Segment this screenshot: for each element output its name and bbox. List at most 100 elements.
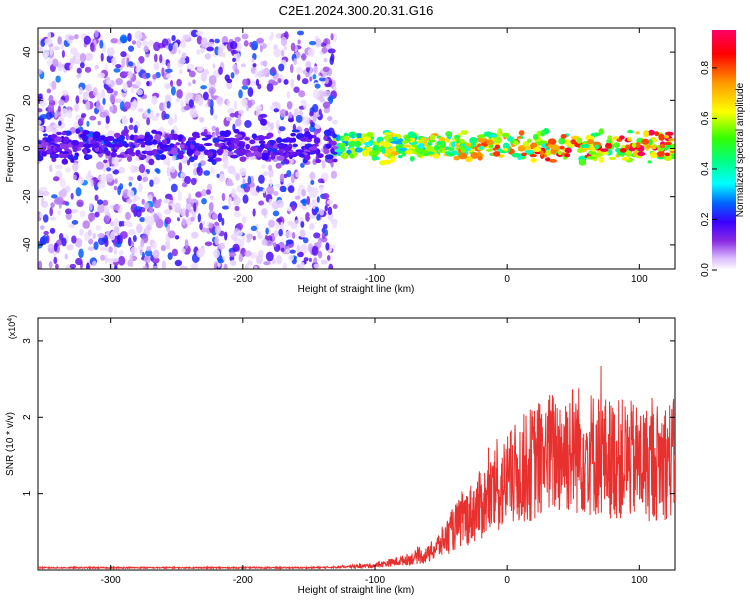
spectrogram-carrier-cell (233, 128, 240, 134)
spectrogram-noise-cell (267, 164, 273, 171)
spectrogram-noise-cell (268, 219, 275, 228)
spectrogram-ytick-label: 0 (22, 145, 33, 151)
spectrogram-noise-cell (291, 231, 296, 239)
spectrogram-noise-cell (256, 37, 264, 44)
spectrogram-noise-cell (108, 246, 113, 253)
spectrogram-noise-cell (100, 254, 106, 261)
spectrogram-noise-cell (171, 248, 178, 257)
spectrogram-carrier-cell (502, 147, 508, 152)
spectrogram-noise-cell (75, 95, 80, 104)
spectrogram-carrier-cell (364, 146, 373, 152)
spectrogram-noise-cell (175, 97, 180, 103)
spectrogram-carrier-cell (399, 147, 408, 152)
spectrogram-noise-cell (137, 108, 144, 113)
snr-axes: -300 -200 -100 0 100 1 2 3 (22, 318, 675, 586)
spectrogram-noise-cell (332, 119, 338, 125)
spectrogram-noise-cell (170, 86, 176, 96)
spectrogram-noise-cell (321, 159, 326, 169)
spectrogram-carrier-cell (485, 148, 493, 152)
spectrogram-noise-cell (310, 187, 317, 197)
spectrogram-carrier-cell (560, 133, 567, 139)
spectrogram-noise-cell (197, 213, 202, 223)
spectrogram-noise-cell (180, 38, 186, 49)
spectrogram-carrier-cell (587, 139, 595, 145)
snr-xtick-label: -100 (365, 575, 385, 586)
spectrogram-noise-cell (61, 237, 67, 247)
spectrogram-carrier-cell (390, 151, 399, 156)
spectrogram-noise-cell (179, 265, 188, 269)
snr-scale-label: (x104) (7, 315, 18, 339)
spectrogram-noise-cell (275, 162, 282, 169)
svg-text:(x104): (x104) (7, 315, 18, 339)
spectrogram-noise-cell (145, 53, 150, 58)
spectrogram-noise-cell (199, 222, 203, 231)
spectrogram-carrier-cell (398, 154, 403, 159)
spectrogram-noise-cell (104, 254, 108, 264)
spectrogram-heatmap (38, 29, 675, 269)
spectrogram-noise-cell (44, 38, 53, 46)
spectrogram-carrier-cell (347, 141, 357, 147)
snr-series-line (38, 365, 675, 570)
spectrogram-carrier-cell (38, 154, 44, 162)
spectrogram-carrier-cell (162, 147, 169, 152)
spectrogram-noise-cell (252, 63, 257, 68)
spectrogram-noise-cell (125, 211, 131, 221)
spectrogram-carrier-cell (548, 159, 558, 163)
spectrogram-carrier-cell (650, 145, 657, 150)
spectrogram-noise-cell (118, 250, 124, 256)
spectrogram-noise-cell (276, 218, 283, 223)
spectrogram-carrier-cell (197, 145, 206, 152)
spectrogram-noise-cell (161, 260, 166, 269)
spectrogram-carrier-cell (596, 152, 604, 157)
spectrogram-noise-cell (113, 68, 121, 73)
spectrogram-carrier-cell (190, 144, 195, 150)
spectrogram-noise-cell (179, 68, 183, 75)
spectrogram-noise-cell (165, 68, 173, 73)
spectrogram-noise-cell (262, 60, 268, 67)
spectrogram-noise-cell (320, 259, 328, 265)
spectrogram-noise-cell (232, 170, 237, 176)
spectrogram-noise-cell (316, 196, 320, 203)
spectrogram-noise-cell (47, 31, 52, 41)
spectrogram-noise-cell (166, 100, 171, 109)
spectrogram-noise-cell (152, 265, 158, 269)
spectrogram-carrier-cell (605, 142, 612, 146)
spectrogram-carrier-cell (229, 154, 239, 159)
spectrogram-carrier-cell (434, 144, 440, 151)
spectrogram-noise-cell (156, 168, 161, 174)
spectrogram-noise-cell (168, 117, 174, 126)
spectrogram-noise-cell (294, 195, 301, 200)
spectrogram-noise-cell (121, 57, 126, 68)
spectrogram-noise-cell (255, 255, 263, 265)
spectrogram-noise-cell (113, 225, 120, 235)
colorbar-tick-label: 0.0 (700, 263, 711, 277)
spectrogram-carrier-cell (179, 144, 185, 149)
spectrogram-noise-cell (229, 112, 236, 118)
spectrogram-noise-cell (322, 90, 331, 97)
spectrogram-noise-cell (144, 202, 150, 210)
spectrogram-noise-cell (297, 30, 305, 36)
spectrogram-noise-cell (100, 173, 108, 183)
spectrogram-noise-cell (296, 74, 301, 81)
spectrogram-noise-cell (168, 205, 172, 210)
spectrogram-carrier-cell (637, 151, 646, 156)
spectrogram-noise-cell (204, 53, 212, 60)
spectrogram-noise-cell (133, 166, 140, 173)
spectrogram-noise-cell (104, 247, 109, 252)
spectrogram-noise-cell (94, 29, 99, 38)
spectrogram-noise-cell (190, 263, 196, 269)
spectrogram-noise-cell (160, 244, 166, 252)
spectrogram-carrier-cell (631, 142, 637, 149)
spectrogram-carrier-cell (38, 143, 43, 150)
spectrogram-carrier-cell (343, 135, 350, 142)
spectrogram-noise-cell (242, 194, 249, 204)
spectrogram-noise-cell (235, 118, 242, 127)
spectrogram-noise-cell (300, 229, 305, 238)
spectrogram-noise-cell (309, 76, 313, 82)
spectrogram-carrier-cell (114, 142, 124, 148)
spectrogram-noise-cell (181, 218, 186, 226)
spectrogram-carrier-cell (645, 144, 651, 149)
snr-xtick-label: 0 (504, 575, 510, 586)
spectrogram-noise-cell (301, 53, 307, 62)
spectrogram-ytick-label: -20 (22, 189, 33, 204)
